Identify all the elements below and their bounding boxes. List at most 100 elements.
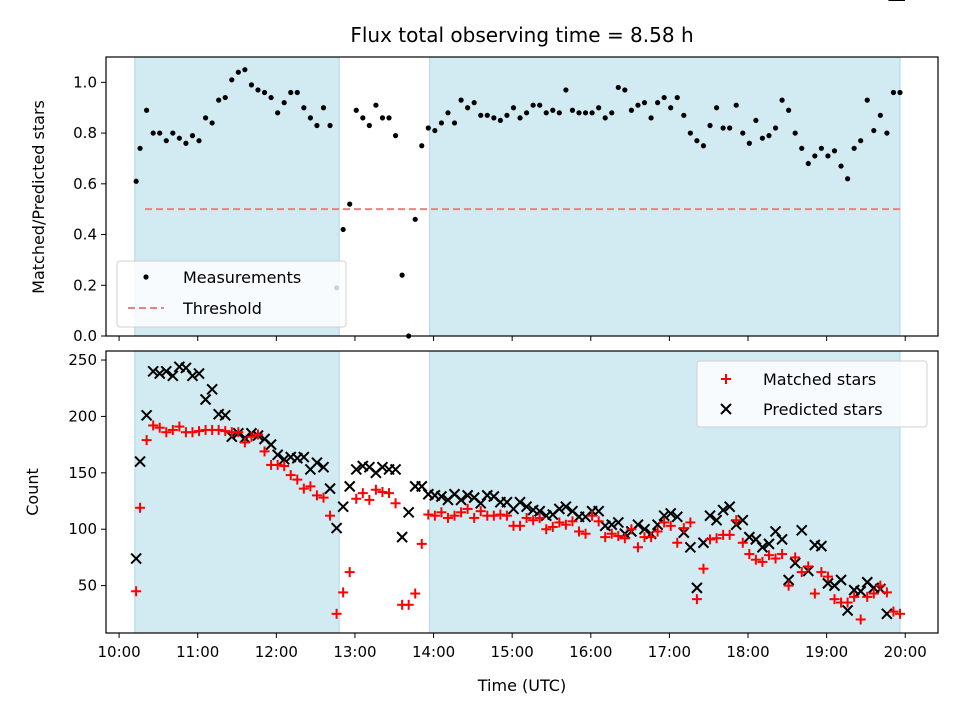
predicted-point (789, 557, 801, 569)
matched-point (868, 588, 879, 599)
measurement-point (740, 130, 746, 136)
measurement-point (307, 115, 313, 121)
x-tick-label: 14:00 (412, 643, 455, 661)
measurement-point (884, 130, 890, 136)
matched-point (233, 427, 244, 438)
matched-point (560, 519, 571, 530)
measurement-point (373, 102, 379, 108)
predicted-point (684, 541, 697, 553)
x-tick-label: 12:00 (255, 643, 298, 661)
measurement-point (871, 127, 877, 134)
matched-point (488, 510, 499, 521)
predicted-point (592, 505, 605, 517)
measurement-point (550, 107, 556, 113)
predicted-point (265, 438, 277, 451)
measurement-point (517, 115, 523, 121)
predicted-point (298, 451, 310, 463)
predicted-point (167, 370, 179, 382)
measurement-point (799, 145, 805, 151)
y-tick-label: 0.4 (73, 226, 97, 244)
matched-point (573, 526, 584, 537)
matched-point (259, 446, 270, 457)
matched-point (403, 599, 414, 610)
predicted-point (330, 522, 343, 534)
matched-point (442, 512, 453, 523)
x-tick-label: 11:00 (176, 643, 219, 661)
measurement-point (209, 120, 215, 126)
matched-point (131, 586, 142, 597)
measurement-point (890, 89, 897, 96)
matched-point (305, 481, 316, 492)
measurement-point (674, 94, 680, 101)
matched-point (515, 520, 526, 531)
matched-point (770, 553, 781, 564)
legend-box-top (116, 260, 347, 328)
matched-point (763, 550, 774, 561)
predicted-point (671, 511, 683, 523)
measurement-point (655, 100, 661, 106)
matched-point (809, 588, 820, 599)
matched-point (587, 510, 598, 521)
measurement-point (510, 105, 517, 111)
legend-cross (720, 403, 732, 415)
matched-point (161, 427, 172, 438)
legend-top: Measurements Threshold (116, 260, 347, 328)
measurement-point (170, 130, 176, 136)
measurement-point (746, 140, 752, 146)
matched-point (803, 561, 814, 572)
measurement-point (864, 97, 870, 103)
predicted-point (350, 463, 362, 476)
predicted-point (822, 577, 834, 590)
measurement-point (720, 125, 726, 131)
predicted-point (324, 482, 336, 495)
matched-point (783, 580, 794, 591)
matched-point (187, 427, 198, 438)
measurement-point (150, 130, 156, 136)
matched-point (298, 483, 309, 494)
matched-point (796, 567, 807, 578)
x-tick-label: 16:00 (569, 643, 612, 661)
measurement-point (216, 97, 222, 103)
matched-point (167, 424, 178, 435)
measurement-point (465, 105, 471, 111)
predicted-point (199, 393, 212, 406)
measurement-point (648, 115, 654, 121)
matched-point (246, 431, 257, 442)
measurement-point (347, 201, 353, 207)
predicted-point (317, 461, 330, 473)
measurement-point (628, 107, 635, 113)
measurement-point (320, 105, 327, 111)
matched-point (279, 461, 290, 472)
predicted-point (514, 496, 526, 508)
matched-point (619, 533, 630, 544)
measurement-point (183, 140, 189, 146)
predicted-point (717, 504, 729, 516)
x-tick-label: 20:00 (884, 643, 927, 661)
predicted-point (435, 490, 448, 503)
x-tick-label: 13:00 (333, 643, 376, 661)
matched-point (384, 488, 395, 499)
legend-label-matched: Matched stars (763, 370, 876, 389)
predicted-point (461, 489, 474, 502)
matched-point (311, 490, 322, 501)
measurement-point (419, 143, 425, 149)
matched-point (154, 422, 165, 433)
y-axis-label-top: Matched/Predicted stars (29, 100, 48, 294)
legend-marker-measurements (143, 274, 149, 280)
measurement-point (543, 110, 549, 116)
legend-bottom: Matched stars Predicted stars (696, 360, 928, 428)
predicted-point (756, 541, 769, 553)
matched-point (626, 524, 637, 535)
matched-points (131, 420, 906, 625)
measurement-point (779, 97, 785, 103)
measurement-point (478, 112, 484, 118)
predicted-point (776, 533, 788, 546)
matched-point (829, 594, 840, 605)
matched-point (862, 591, 873, 602)
matched-point (606, 528, 617, 539)
matched-point (462, 503, 473, 514)
matched-point (580, 528, 591, 539)
predicted-point (134, 455, 146, 468)
predicted-point (612, 516, 625, 529)
measurement-point (281, 100, 287, 106)
